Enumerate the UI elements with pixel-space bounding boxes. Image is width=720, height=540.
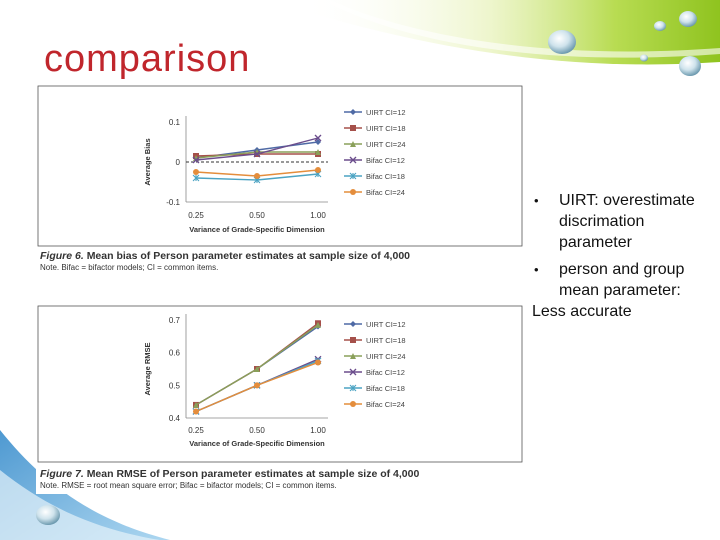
- legend-marker: [349, 156, 357, 164]
- legend-marker: [349, 384, 357, 392]
- figure-7-label: Figure 7.: [40, 468, 84, 480]
- data-point: [193, 169, 199, 175]
- series-bifac-ci-12: [192, 134, 322, 164]
- charts-svg: 0.1 0 -0.1 0.25 0.50 1.00 Variance of Grade-Sp…: [37, 85, 523, 463]
- bullet-marker: •: [534, 262, 539, 277]
- legend-entry: UIRT CI=24: [344, 352, 406, 361]
- y-tick-label: -0.1: [166, 198, 180, 207]
- y-tick-label: 0.6: [169, 349, 181, 358]
- figure-7-caption: Figure 7. Mean RMSE of Person parameter …: [40, 468, 419, 490]
- data-point: [253, 150, 261, 158]
- bullet-list: • UIRT: overestimate discrimation parame…: [532, 190, 717, 322]
- legend-label: UIRT CI=24: [366, 352, 406, 361]
- data-point: [254, 173, 260, 179]
- series-bifac-ci-24: [193, 359, 321, 415]
- x-tick-label: 0.25: [188, 211, 204, 220]
- legend-label: UIRT CI=12: [366, 108, 406, 117]
- legend-entry: Bifac CI=12: [344, 156, 405, 165]
- data-point: [193, 401, 199, 408]
- legend-marker: [350, 109, 356, 115]
- legend-label: Bifac CI=12: [366, 368, 405, 377]
- top-green-band: [300, 0, 720, 65]
- legend-marker: [349, 172, 357, 180]
- legend-label: UIRT CI=12: [366, 320, 406, 329]
- figure-6-caption: Figure 6. Mean bias of Person parameter …: [40, 250, 410, 272]
- chart-2-frame: [37, 305, 523, 463]
- legend-marker: [350, 141, 356, 147]
- legend-entry: UIRT CI=24: [344, 140, 406, 149]
- data-point: [315, 321, 321, 328]
- data-point: [315, 359, 321, 366]
- legend-entry: UIRT CI=18: [344, 124, 406, 133]
- legend-label: UIRT CI=18: [366, 336, 406, 345]
- x-tick-label: 1.00: [310, 211, 326, 220]
- bullet-text: UIRT: overestimate discrimation paramete…: [559, 192, 695, 251]
- legend-label: Bifac CI=18: [366, 172, 405, 181]
- data-point: [193, 408, 199, 415]
- data-point: [315, 149, 321, 155]
- y-tick-label: 0.4: [169, 414, 181, 423]
- data-point: [315, 167, 321, 173]
- figure-6-title: Mean bias of Person parameter estimates …: [86, 250, 410, 262]
- legend-label: Bifac CI=12: [366, 156, 405, 165]
- y-tick-label: 0: [176, 158, 181, 167]
- x-axis-label: Variance of Grade-Specific Dimension: [189, 439, 325, 448]
- x-tick-label: 0.50: [249, 426, 265, 435]
- legend-entry: Bifac CI=18: [344, 384, 405, 393]
- legend-label: UIRT CI=24: [366, 140, 406, 149]
- bullet-text: person and group mean parameter:: [559, 261, 685, 299]
- chart-1: 0.1 0 -0.1 0.25 0.50 1.00 Variance of Grade-Sp…: [37, 85, 523, 247]
- water-droplet-icons: [548, 11, 701, 76]
- bullet-item: • UIRT: overestimate discrimation parame…: [532, 190, 717, 253]
- data-point: [254, 382, 260, 389]
- legend-entry: Bifac CI=12: [344, 368, 405, 377]
- figure-7-note: Note. RMSE = root mean square error; Bif…: [40, 481, 337, 490]
- legend-entry: UIRT CI=18: [344, 336, 406, 345]
- legend-entry: Bifac CI=24: [344, 400, 405, 409]
- y-tick-label: 0.1: [169, 118, 181, 127]
- chart-2: 0.7 0.6 0.5 0.4 0.25 0.50 1.00 Variance of Grad…: [37, 305, 523, 463]
- x-axis-label: Variance of Grade-Specific Dimension: [189, 225, 325, 234]
- legend-marker: [350, 401, 356, 407]
- legend-label: UIRT CI=18: [366, 124, 406, 133]
- bottom-left-swoosh: [0, 430, 170, 540]
- x-tick-label: 0.25: [188, 426, 204, 435]
- figure-6-label: Figure 6.: [40, 250, 84, 262]
- y-axis-label: Average RMSE: [143, 342, 152, 395]
- y-tick-label: 0.7: [169, 316, 181, 325]
- legend-marker: [350, 353, 356, 359]
- legend-marker: [350, 337, 356, 343]
- data-point: [254, 366, 260, 372]
- slide-title: comparison: [44, 38, 251, 80]
- legend-entry: UIRT CI=12: [344, 320, 406, 329]
- bullet-item: • person and group mean parameter:: [532, 259, 717, 301]
- legend-marker: [350, 125, 356, 131]
- y-tick-label: 0.5: [169, 381, 181, 390]
- legend-marker: [350, 321, 356, 327]
- legend-label: Bifac CI=24: [366, 188, 405, 197]
- legend-label: Bifac CI=18: [366, 384, 405, 393]
- legend-marker: [349, 368, 357, 376]
- legend-marker: [350, 189, 356, 195]
- y-axis-label: Average Bias: [143, 138, 152, 185]
- chart-1-frame: [37, 85, 523, 247]
- data-point: [315, 139, 321, 145]
- figure-panel: 0.1 0 -0.1 0.25 0.50 1.00 Variance of Grade-Sp…: [36, 84, 525, 494]
- series-bifac-ci-24: [193, 167, 321, 179]
- series-uirt-ci-24: [193, 321, 321, 408]
- figure-7-title: Mean RMSE of Person parameter estimates …: [86, 468, 420, 480]
- x-tick-label: 1.00: [310, 426, 326, 435]
- data-point: [192, 156, 200, 164]
- figure-6-note: Note. Bifac = bifactor models; CI = comm…: [40, 263, 219, 272]
- data-point: [192, 174, 200, 182]
- bullet-marker: •: [534, 193, 539, 208]
- x-tick-label: 0.50: [249, 211, 265, 220]
- legend-label: Bifac CI=24: [366, 400, 405, 409]
- trailing-text: Less accurate: [532, 303, 632, 320]
- data-point: [314, 134, 322, 142]
- legend-entry: UIRT CI=12: [344, 108, 406, 117]
- legend-entry: Bifac CI=24: [344, 188, 405, 197]
- legend-entry: Bifac CI=18: [344, 172, 405, 181]
